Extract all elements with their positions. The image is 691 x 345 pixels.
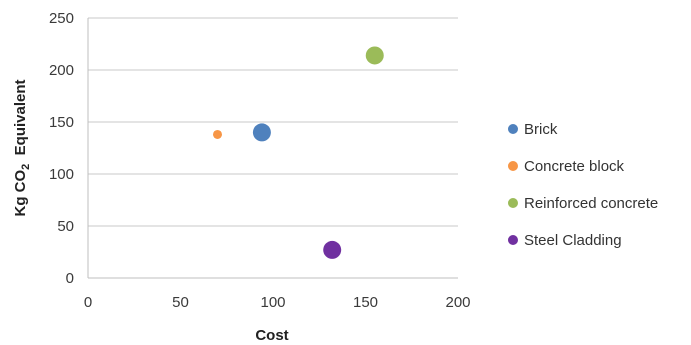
x-tick-labels: 0 50 100 150 200 (84, 294, 471, 311)
data-point-reinforced-concrete (365, 46, 384, 65)
data-point-concrete-block (213, 129, 222, 139)
y-tick-label: 250 (49, 10, 74, 27)
legend: Brick Concrete block Reinforced concrete St… (508, 121, 658, 249)
legend-marker (508, 198, 518, 208)
legend-label: Steel Cladding (524, 232, 622, 249)
x-tick-label: 200 (445, 294, 470, 311)
x-tick-label: 50 (172, 294, 189, 311)
y-tick-label: 50 (57, 218, 74, 235)
y-axis-title-main: Kg CO (12, 169, 29, 216)
legend-marker (508, 161, 518, 171)
y-tick-label: 0 (66, 270, 74, 287)
legend-label: Reinforced concrete (524, 195, 658, 212)
x-tick-label: 100 (260, 294, 285, 311)
y-axis-title-subscript: 2 (20, 164, 32, 170)
y-axis-title-suffix: Equivalent (12, 80, 29, 164)
data-point-brick (252, 123, 271, 142)
x-tick-label: 150 (353, 294, 378, 311)
data-points (213, 46, 384, 259)
x-tick-label: 0 (84, 294, 92, 311)
y-tick-label: 200 (49, 62, 74, 79)
y-tick-label: 100 (49, 166, 74, 183)
y-tick-labels: 0 50 100 150 200 250 (49, 10, 74, 287)
legend-marker (508, 235, 518, 245)
axes (87, 18, 458, 279)
data-point-steel-cladding (323, 240, 342, 259)
legend-label: Brick (524, 121, 558, 138)
legend-marker (508, 124, 518, 134)
gridlines (88, 17, 458, 227)
legend-label: Concrete block (524, 158, 625, 175)
x-axis-title: Cost (255, 327, 288, 344)
y-tick-label: 150 (49, 114, 74, 131)
y-axis-title: Kg CO2 Equivalent (12, 80, 32, 217)
